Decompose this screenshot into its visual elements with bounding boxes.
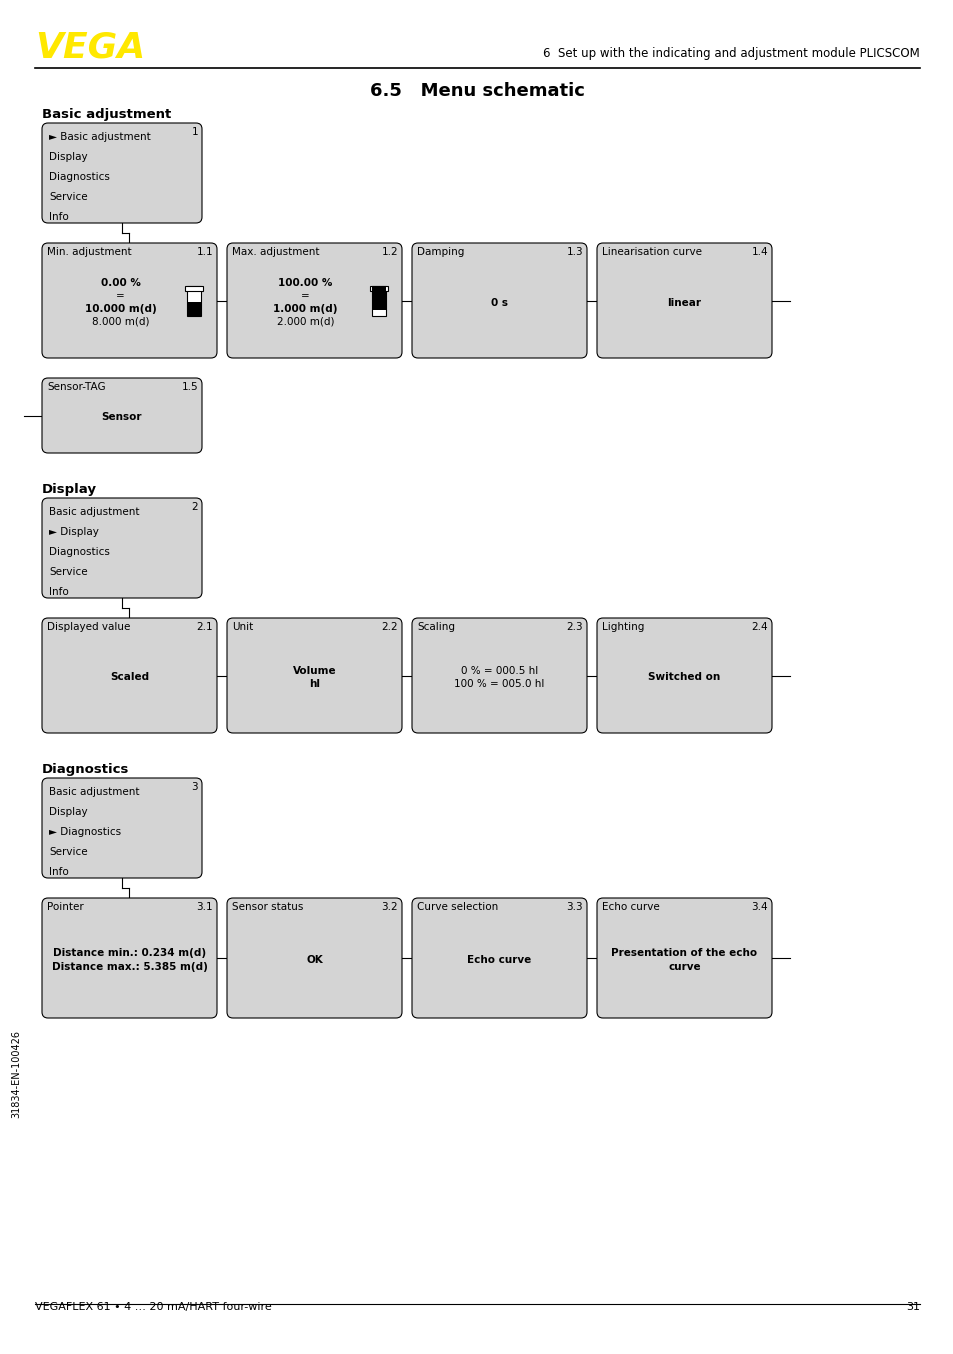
Text: ► Diagnostics: ► Diagnostics	[49, 827, 121, 837]
Text: Presentation of the echo: Presentation of the echo	[611, 949, 757, 959]
Text: 6  Set up with the indicating and adjustment module PLICSCOM: 6 Set up with the indicating and adjustm…	[542, 46, 919, 60]
Text: Unit: Unit	[232, 621, 253, 632]
Text: Linearisation curve: Linearisation curve	[601, 246, 701, 257]
FancyBboxPatch shape	[412, 242, 586, 357]
Text: 0 s: 0 s	[491, 298, 507, 307]
Text: Volume: Volume	[293, 666, 336, 676]
Text: 31: 31	[905, 1303, 919, 1312]
Text: 0 % = 000.5 hl: 0 % = 000.5 hl	[460, 666, 537, 676]
FancyBboxPatch shape	[42, 498, 202, 598]
FancyBboxPatch shape	[42, 242, 216, 357]
Bar	[372, 286, 386, 310]
Text: Service: Service	[49, 192, 88, 202]
FancyBboxPatch shape	[227, 898, 401, 1018]
Text: 1.3: 1.3	[566, 246, 582, 257]
Text: 3.1: 3.1	[196, 902, 213, 913]
Text: hl: hl	[309, 678, 319, 689]
FancyBboxPatch shape	[597, 617, 771, 733]
Bar	[185, 286, 203, 291]
Bar	[370, 286, 388, 291]
FancyBboxPatch shape	[597, 898, 771, 1018]
Text: Curve selection: Curve selection	[416, 902, 497, 913]
Text: 2.000 m(d): 2.000 m(d)	[276, 317, 334, 328]
Text: Max. adjustment: Max. adjustment	[232, 246, 319, 257]
Bar	[372, 286, 386, 315]
Text: Info: Info	[49, 867, 69, 877]
FancyBboxPatch shape	[42, 617, 216, 733]
Text: VEGAFLEX 61 • 4 … 20 mA/HART four-wire: VEGAFLEX 61 • 4 … 20 mA/HART four-wire	[35, 1303, 272, 1312]
Text: Info: Info	[49, 588, 69, 597]
Text: 1.5: 1.5	[181, 382, 198, 393]
Text: =: =	[116, 291, 125, 301]
Text: 2.3: 2.3	[566, 621, 582, 632]
Text: VEGA: VEGA	[35, 30, 145, 64]
Text: 3.4: 3.4	[751, 902, 767, 913]
FancyBboxPatch shape	[597, 242, 771, 357]
Text: 1: 1	[192, 127, 198, 137]
Text: Diagnostics: Diagnostics	[42, 764, 130, 776]
Text: 3.2: 3.2	[381, 902, 397, 913]
Text: Diagnostics: Diagnostics	[49, 172, 110, 181]
Text: Lighting: Lighting	[601, 621, 643, 632]
Text: Echo curve: Echo curve	[601, 902, 659, 913]
Bar	[187, 286, 201, 315]
Text: Service: Service	[49, 848, 88, 857]
Text: Sensor: Sensor	[102, 413, 142, 422]
Text: 2.2: 2.2	[381, 621, 397, 632]
Text: 31834-EN-100426: 31834-EN-100426	[11, 1030, 21, 1118]
Text: 1.000 m(d): 1.000 m(d)	[273, 305, 337, 314]
Text: Display: Display	[49, 152, 88, 162]
Text: Pointer: Pointer	[47, 902, 84, 913]
Text: Displayed value: Displayed value	[47, 621, 131, 632]
Text: 1.4: 1.4	[751, 246, 767, 257]
FancyBboxPatch shape	[42, 123, 202, 223]
Text: 100 % = 005.0 hl: 100 % = 005.0 hl	[454, 678, 544, 689]
Text: Switched on: Switched on	[648, 673, 720, 682]
Text: 1.1: 1.1	[196, 246, 213, 257]
Text: Basic adjustment: Basic adjustment	[42, 108, 172, 121]
Text: Distance min.: 0.234 m(d): Distance min.: 0.234 m(d)	[52, 949, 206, 959]
FancyBboxPatch shape	[412, 617, 586, 733]
FancyBboxPatch shape	[42, 898, 216, 1018]
Text: 10.000 m(d): 10.000 m(d)	[85, 305, 156, 314]
FancyBboxPatch shape	[412, 898, 586, 1018]
Text: Sensor status: Sensor status	[232, 902, 303, 913]
Text: 3: 3	[192, 783, 198, 792]
Text: 2.4: 2.4	[751, 621, 767, 632]
Text: OK: OK	[306, 955, 322, 965]
Text: 2.1: 2.1	[196, 621, 213, 632]
Text: 3.3: 3.3	[566, 902, 582, 913]
Text: linear: linear	[667, 298, 700, 307]
FancyBboxPatch shape	[42, 779, 202, 877]
Text: Display: Display	[49, 807, 88, 816]
Text: Info: Info	[49, 213, 69, 222]
Text: Scaling: Scaling	[416, 621, 455, 632]
Text: Echo curve: Echo curve	[467, 955, 531, 965]
Text: Basic adjustment: Basic adjustment	[49, 787, 139, 798]
Text: 0.00 %: 0.00 %	[100, 278, 140, 288]
Text: Diagnostics: Diagnostics	[49, 547, 110, 556]
Text: Distance max.: 5.385 m(d): Distance max.: 5.385 m(d)	[51, 961, 207, 972]
FancyBboxPatch shape	[42, 378, 202, 454]
Text: 1.2: 1.2	[381, 246, 397, 257]
Text: Scaled: Scaled	[110, 673, 149, 682]
Text: 6.5   Menu schematic: 6.5 Menu schematic	[369, 83, 584, 100]
FancyBboxPatch shape	[227, 242, 401, 357]
Text: Damping: Damping	[416, 246, 464, 257]
FancyBboxPatch shape	[227, 617, 401, 733]
Text: 8.000 m(d): 8.000 m(d)	[91, 317, 149, 328]
Text: ► Display: ► Display	[49, 527, 99, 538]
Text: 100.00 %: 100.00 %	[278, 278, 333, 288]
Text: Min. adjustment: Min. adjustment	[47, 246, 132, 257]
Text: Display: Display	[42, 483, 97, 496]
Text: ► Basic adjustment: ► Basic adjustment	[49, 131, 151, 142]
Text: Basic adjustment: Basic adjustment	[49, 506, 139, 517]
Text: curve: curve	[667, 961, 700, 972]
Text: Service: Service	[49, 567, 88, 577]
Text: 2: 2	[192, 502, 198, 512]
Text: Sensor-TAG: Sensor-TAG	[47, 382, 106, 393]
Text: =: =	[301, 291, 310, 301]
Bar	[187, 302, 201, 315]
